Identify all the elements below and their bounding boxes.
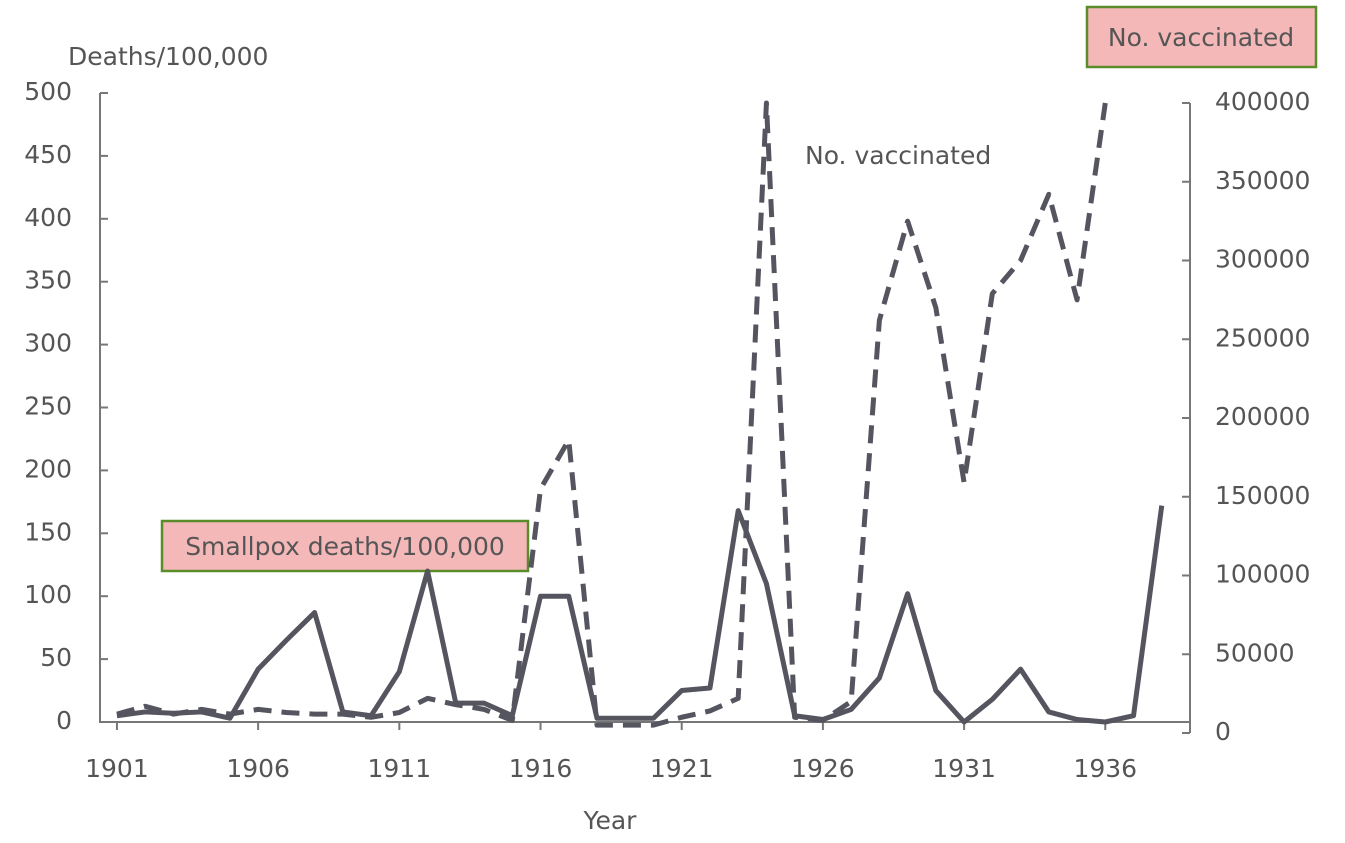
y-tick-label: 450 (24, 140, 72, 169)
y-tick-label: 350 (24, 266, 72, 295)
y-axis-label: Deaths/100,000 (68, 42, 268, 71)
y2-tick-label: 100000 (1215, 560, 1310, 589)
y2-tick-label: 150000 (1215, 481, 1310, 510)
y2-tick-label: 300000 (1215, 245, 1310, 274)
x-tick-label: 1901 (85, 754, 149, 783)
y-tick-label: 50 (40, 643, 72, 672)
y2-tick-label: 350000 (1215, 166, 1310, 195)
y2-tick-label: 200000 (1215, 402, 1310, 431)
legend-label: Smallpox deaths/100,000 (185, 532, 505, 561)
y-tick-label: 0 (56, 706, 72, 735)
x-axis-label: Year (583, 806, 638, 835)
x-tick-label: 1916 (509, 754, 573, 783)
y-tick-label: 150 (24, 517, 72, 546)
legend-box (1085, 5, 1318, 69)
y-tick-label: 400 (24, 203, 72, 232)
annotation: No. vaccinated (805, 141, 991, 170)
data-line (116, 505, 1165, 725)
axis-line (99, 93, 1190, 723)
y-tick-label: 200 (24, 454, 72, 483)
y-tick-label: 250 (24, 392, 72, 421)
legend-box (160, 519, 530, 573)
x-tick-label: 1926 (791, 754, 855, 783)
y2-tick-label: 50000 (1215, 638, 1295, 667)
data-line (116, 100, 1108, 728)
y-tick-label: 500 (24, 77, 72, 106)
x-tick-label: 1906 (226, 754, 290, 783)
x-tick-label: 1921 (650, 754, 714, 783)
x-tick-label: 1911 (368, 754, 432, 783)
x-tick-label: 1936 (1073, 754, 1137, 783)
y-tick-label: 100 (24, 580, 72, 609)
legend-label: No. vaccinated (1108, 23, 1294, 52)
y2-tick-label: 250000 (1215, 323, 1310, 352)
y2-tick-label: 400000 (1215, 87, 1310, 116)
y2-tick-label: 0 (1215, 717, 1231, 746)
y-tick-label: 300 (24, 329, 72, 358)
x-tick-label: 1931 (932, 754, 996, 783)
